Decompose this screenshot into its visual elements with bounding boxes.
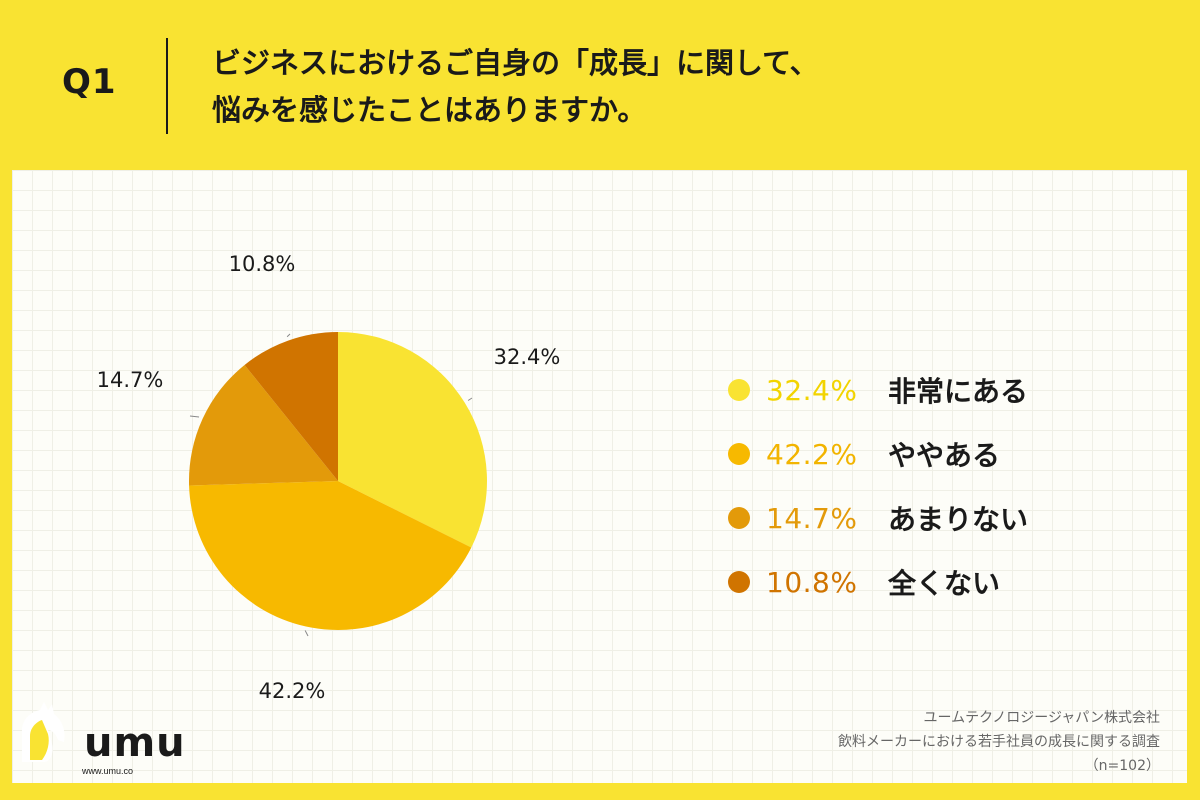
leader-line bbox=[467, 397, 473, 401]
header: Q1 ビジネスにおけるご自身の「成長」に関して、 悩みを感じたことはありますか。 bbox=[0, 0, 1200, 170]
leader-line bbox=[304, 630, 309, 637]
leader-line bbox=[286, 333, 291, 338]
pie-slice bbox=[189, 364, 338, 486]
pie-chart: 32.4% 42.2% 14.7% 10.8% bbox=[97, 252, 561, 703]
legend-dot bbox=[728, 443, 750, 465]
legend-percent: 10.8% bbox=[766, 565, 858, 599]
legend-dot bbox=[728, 507, 750, 529]
legend: 32.4% 非常にある 42.2% ややある 14.7% あまりない 10.8%… bbox=[728, 358, 1028, 614]
chart-panel: 32.4% 42.2% 14.7% 10.8% 32.4% 非常にある 42.2% や… bbox=[12, 170, 1187, 783]
legend-percent: 14.7% bbox=[766, 501, 858, 535]
legend-item: 10.8% 全くない bbox=[728, 550, 1028, 614]
legend-label: 全くない bbox=[888, 567, 1001, 600]
pie-slice bbox=[338, 332, 487, 548]
source-line-3: （n=102） bbox=[1084, 758, 1160, 774]
leader-line bbox=[189, 415, 200, 418]
legend-item: 14.7% あまりない bbox=[728, 486, 1028, 550]
legend-dot bbox=[728, 571, 750, 593]
logo-wordmark: umu bbox=[84, 720, 186, 766]
data-label: 32.4% bbox=[494, 345, 561, 369]
data-label: 10.8% bbox=[229, 252, 296, 276]
header-divider bbox=[166, 38, 168, 134]
data-label: 14.7% bbox=[97, 368, 164, 392]
question-line-2: 悩みを感じたことはありますか。 bbox=[212, 93, 647, 127]
horse-logo-icon bbox=[22, 702, 65, 762]
source-line-2: 飲料メーカーにおける若手社員の成長に関する調査 bbox=[838, 734, 1160, 750]
legend-label: 非常にある bbox=[888, 375, 1029, 408]
question-text: ビジネスにおけるご自身の「成長」に関して、 悩みを感じたことはありますか。 bbox=[212, 40, 1172, 134]
data-label: 42.2% bbox=[259, 679, 326, 703]
legend-item: 32.4% 非常にある bbox=[728, 358, 1028, 422]
legend-percent: 32.4% bbox=[766, 373, 858, 407]
logo-url: www.umu.co bbox=[82, 766, 134, 776]
umu-logo: umu www.umu.co bbox=[18, 700, 188, 780]
legend-percent: 42.2% bbox=[766, 437, 858, 471]
legend-dot bbox=[728, 379, 750, 401]
source-line-1: ユームテクノロジージャパン株式会社 bbox=[923, 710, 1160, 726]
legend-label: ややある bbox=[888, 439, 1001, 472]
pie-slice bbox=[189, 481, 472, 630]
source-note: ユームテクノロジージャパン株式会社 飲料メーカーにおける若手社員の成長に関する調… bbox=[838, 706, 1160, 778]
question-line-1: ビジネスにおけるご自身の「成長」に関して、 bbox=[212, 46, 819, 80]
legend-label: あまりない bbox=[888, 503, 1029, 536]
legend-item: 42.2% ややある bbox=[728, 422, 1028, 486]
pie-slice bbox=[244, 332, 338, 481]
question-number: Q1 bbox=[62, 62, 117, 102]
